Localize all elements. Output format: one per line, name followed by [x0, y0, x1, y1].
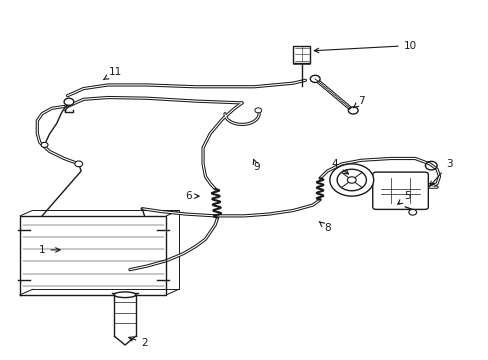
Text: 11: 11 [103, 67, 122, 80]
Text: 3: 3 [429, 159, 452, 186]
Circle shape [408, 210, 416, 215]
Text: 9: 9 [253, 159, 260, 172]
Circle shape [41, 142, 48, 147]
Text: 1: 1 [39, 245, 60, 255]
Text: 5: 5 [397, 191, 410, 204]
Circle shape [75, 161, 82, 167]
Text: 10: 10 [314, 41, 416, 53]
Text: 4: 4 [331, 159, 348, 174]
FancyBboxPatch shape [372, 172, 427, 210]
Text: 8: 8 [319, 221, 330, 233]
Circle shape [254, 108, 261, 113]
Circle shape [329, 164, 373, 196]
Text: 7: 7 [352, 96, 364, 108]
Ellipse shape [114, 292, 136, 298]
Circle shape [346, 177, 355, 183]
Text: 2: 2 [128, 337, 147, 348]
Circle shape [310, 75, 320, 82]
Bar [293, 46, 310, 63]
Circle shape [64, 98, 74, 105]
Text: 6: 6 [185, 191, 199, 201]
